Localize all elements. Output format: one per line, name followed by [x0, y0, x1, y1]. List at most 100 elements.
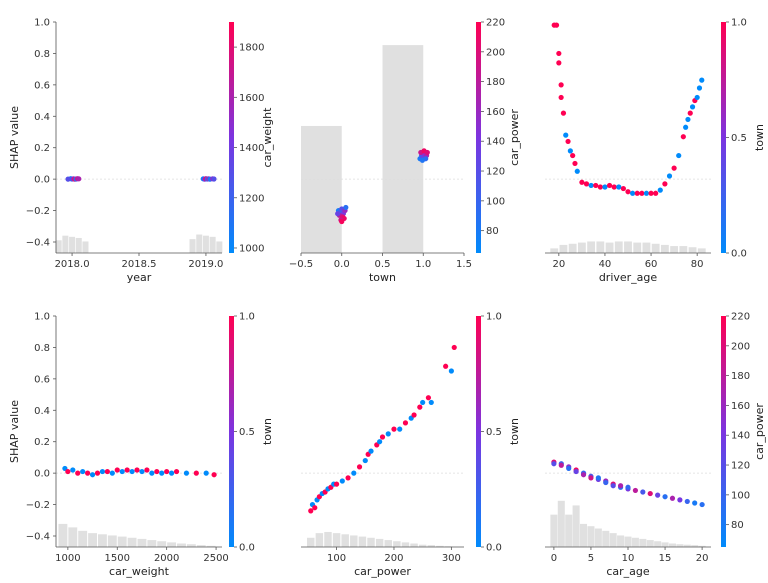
x-tick-label: 20	[552, 259, 565, 270]
data-point	[211, 472, 217, 478]
x-tick-label: 2000	[154, 553, 179, 564]
colorbar-label: town	[261, 418, 274, 445]
colorbar: 0.0 0.5 1.0 town	[721, 18, 766, 260]
histogram-bar	[550, 248, 559, 253]
y-tick-label: −0.4	[26, 238, 50, 249]
data-point	[356, 464, 363, 470]
data-point	[563, 132, 569, 138]
histogram-bar	[580, 523, 588, 547]
histogram-bar	[646, 540, 654, 547]
colorbar-tick-label: 0.0	[486, 543, 502, 554]
y-tick-label: 0.4	[34, 406, 50, 417]
data-point	[684, 498, 690, 505]
data-point	[567, 148, 573, 154]
x-tick-label: 0.0	[334, 259, 350, 270]
colorbar-tick-label: 1200	[239, 193, 264, 204]
data-point	[104, 468, 110, 475]
data-point	[417, 404, 423, 410]
data-point	[606, 182, 613, 189]
x-tick-label: 100	[327, 553, 346, 564]
data-point	[308, 508, 314, 514]
data-point	[362, 457, 368, 464]
data-point	[193, 470, 199, 476]
data-point	[377, 439, 383, 445]
subplot-car-weight: 1000 1500 2000 2500 −0.4 −0.2 0.0 0.2 0.4 0.6 0.8 1…	[8, 312, 274, 579]
data-point	[89, 472, 96, 478]
colorbar-tick-label: 200	[731, 341, 750, 352]
colorbar-tick-label: 100	[731, 490, 750, 501]
histogram-bar	[301, 125, 342, 253]
histogram-bar	[68, 527, 78, 547]
x-tick-label: 2018.5	[122, 259, 157, 270]
data-point	[597, 184, 603, 190]
y-tick-label: 0.2	[34, 437, 50, 448]
data-point	[65, 468, 71, 475]
colorbar-tick-label: 1.0	[731, 18, 747, 29]
data-point	[662, 181, 668, 187]
histogram-bar	[688, 247, 697, 253]
data-point	[683, 124, 689, 130]
histogram-bar	[631, 537, 639, 547]
data-point	[173, 468, 180, 475]
colorbar-gradient	[476, 316, 481, 547]
histogram-bar	[137, 538, 147, 547]
data-point	[625, 484, 631, 490]
data-point	[335, 211, 341, 217]
data-point	[696, 85, 703, 91]
colorbar-tick-label: 80	[731, 520, 744, 531]
histogram-bar	[350, 535, 358, 547]
data-point	[669, 495, 676, 501]
y-tick-label: −0.2	[26, 206, 50, 217]
colorbar-tick-label: 1.0	[239, 312, 255, 323]
y-tick-label: 0.8	[34, 49, 50, 60]
histogram-bar	[117, 536, 127, 547]
histogram-bar	[568, 243, 577, 253]
data-point	[687, 110, 693, 116]
histogram-bar	[559, 244, 568, 253]
data-point	[640, 489, 646, 495]
data-point	[565, 138, 571, 145]
histogram-bar	[401, 542, 410, 547]
x-tick-label: 300	[442, 553, 461, 564]
colorbar-tick-label: 140	[486, 137, 505, 148]
data-point	[655, 492, 661, 498]
histogram-bar	[698, 545, 706, 547]
colorbar-tick-label: 160	[486, 107, 505, 118]
x-axis-label: car_power	[354, 565, 411, 578]
histogram-bar	[127, 537, 137, 547]
y-tick-label: −0.4	[26, 532, 50, 543]
histogram-bar	[427, 545, 436, 547]
colorbar-label: town	[508, 418, 521, 445]
histogram-bar	[315, 533, 324, 547]
y-axis-label: SHAP value	[8, 400, 21, 463]
colorbar-label: car_power	[508, 109, 521, 166]
data-point	[553, 22, 560, 28]
data-point	[75, 470, 81, 476]
x-tick-label: 1000	[55, 553, 80, 564]
histogram-bar	[382, 45, 424, 253]
data-point	[368, 448, 374, 454]
y-tick-label: −0.2	[26, 500, 50, 511]
data-point	[616, 184, 622, 190]
data-point	[648, 190, 654, 196]
histogram-bar	[661, 542, 669, 547]
histogram-bar	[209, 236, 216, 253]
histogram-bar	[97, 534, 107, 547]
data-point	[617, 483, 624, 489]
histogram-bar	[393, 541, 401, 547]
histogram-bar	[88, 533, 98, 547]
histogram-bar	[206, 545, 216, 547]
data-point	[391, 426, 397, 432]
data-point	[80, 468, 86, 475]
colorbar-tick-label: 200	[486, 47, 505, 58]
histogram-bar	[633, 242, 642, 253]
data-point	[685, 116, 691, 123]
data-point	[680, 134, 686, 140]
data-point	[99, 468, 106, 475]
data-point	[653, 190, 659, 196]
data-point	[551, 461, 557, 467]
data-point	[603, 479, 609, 486]
data-point	[694, 94, 700, 101]
colorbar-tick-label: 220	[486, 18, 505, 29]
data-point	[574, 168, 580, 174]
